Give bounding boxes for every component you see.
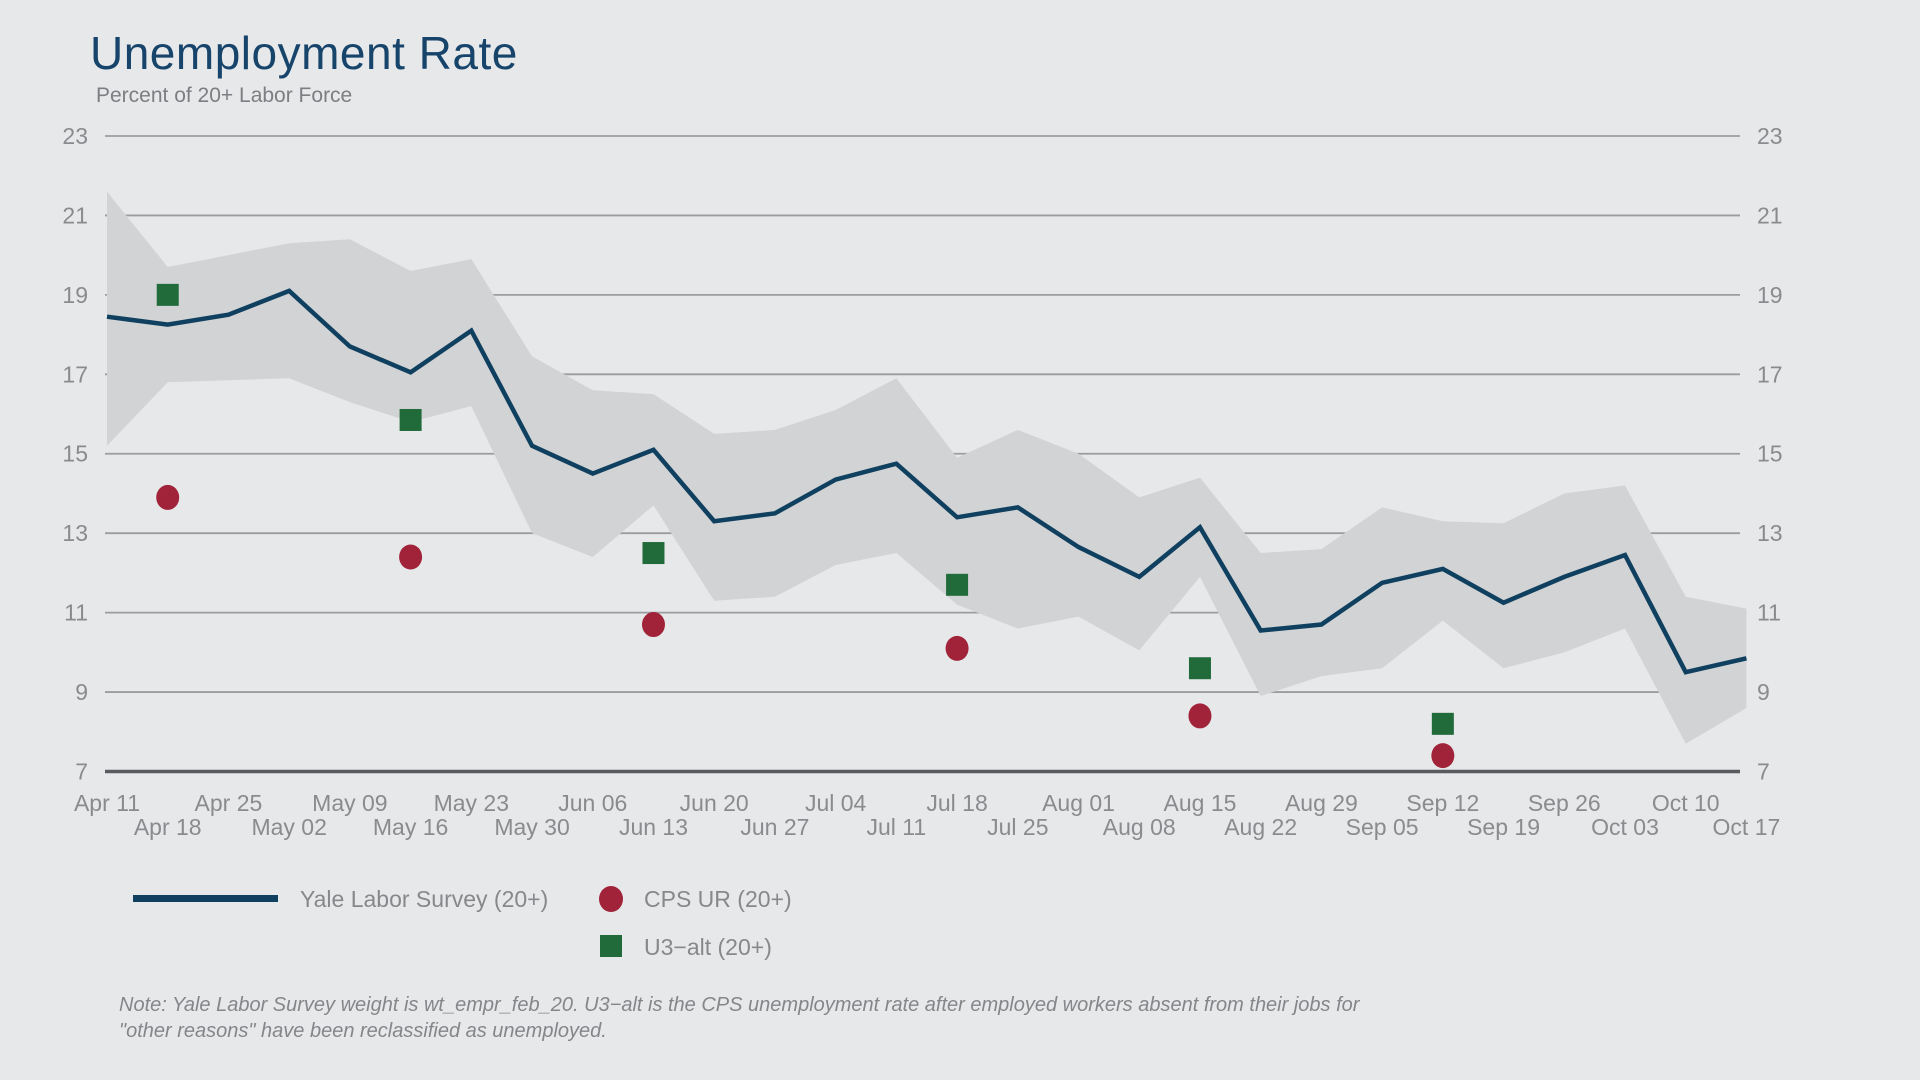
- chart-note-line2: "other reasons" have been reclassified a…: [119, 1020, 607, 1042]
- x-tick-Sep-05: Sep 05: [1346, 814, 1419, 840]
- cps-ur-point-Apr-18: [156, 484, 180, 510]
- u3alt-point-Jul-18: [946, 573, 969, 596]
- x-tick-Aug-29: Aug 29: [1285, 790, 1358, 816]
- y-tick-left-11: 11: [64, 600, 88, 626]
- x-tick-Jul-18: Jul 18: [926, 790, 987, 816]
- y-tick-left-17: 17: [62, 361, 88, 387]
- y-tick-right-21: 21: [1757, 202, 1783, 228]
- x-tick-Jun-06: Jun 06: [558, 790, 627, 816]
- chart-subtitle: Percent of 20+ Labor Force: [96, 84, 353, 107]
- x-tick-Apr-18: Apr 18: [134, 814, 202, 840]
- y-tick-right-15: 15: [1757, 441, 1783, 467]
- x-tick-Oct-03: Oct 03: [1591, 814, 1659, 840]
- x-tick-Sep-12: Sep 12: [1406, 790, 1479, 816]
- confidence-band: [107, 191, 1747, 744]
- y-tick-left-19: 19: [62, 282, 88, 308]
- y-tick-left-7: 7: [75, 759, 88, 785]
- yale-labor-survey-line: [106, 288, 1747, 675]
- cps-ur-point-Jun-13: [641, 612, 665, 638]
- y-tick-right-11: 11: [1757, 600, 1781, 626]
- x-tick-May-30: May 30: [494, 814, 569, 840]
- y-tick-right-23: 23: [1757, 123, 1783, 149]
- x-tick-Jun-13: Jun 13: [619, 814, 688, 840]
- u3alt-point-Apr-18: [156, 283, 179, 306]
- cps-ur-point-Jul-18: [945, 635, 969, 661]
- x-tick-May-23: May 23: [434, 790, 509, 816]
- y-tick-left-21: 21: [62, 202, 88, 228]
- x-tick-Oct-17: Oct 17: [1713, 814, 1781, 840]
- x-tick-Jun-27: Jun 27: [740, 814, 809, 840]
- y-tick-right-13: 13: [1757, 520, 1783, 546]
- cps-ur-point-Sep-12: [1431, 743, 1455, 769]
- y-tick-left-15: 15: [62, 441, 88, 467]
- x-tick-May-09: May 09: [312, 790, 387, 816]
- x-tick-Jun-20: Jun 20: [680, 790, 749, 816]
- y-tick-left-9: 9: [75, 679, 88, 705]
- chart-note: Note: Yale Labor Survey weight is wt_emp…: [119, 992, 1519, 1044]
- u3alt-point-May-16: [399, 408, 422, 431]
- u3alt-point-Sep-12: [1431, 712, 1454, 735]
- x-tick-Jul-04: Jul 04: [805, 790, 867, 816]
- x-tick-Aug-01: Aug 01: [1042, 790, 1115, 816]
- cps-ur-point-Aug-15: [1188, 703, 1212, 729]
- u3alt-point-Aug-15: [1188, 657, 1211, 680]
- x-tick-Aug-22: Aug 22: [1224, 814, 1297, 840]
- y-tick-left-23: 23: [62, 123, 88, 149]
- u3alt-point-Jun-13: [642, 542, 665, 565]
- x-tick-Oct-10: Oct 10: [1652, 790, 1720, 816]
- y-tick-left-13: 13: [62, 520, 88, 546]
- x-tick-Sep-26: Sep 26: [1528, 790, 1601, 816]
- x-tick-Sep-19: Sep 19: [1467, 814, 1540, 840]
- x-tick-Aug-15: Aug 15: [1164, 790, 1237, 816]
- x-tick-May-02: May 02: [251, 814, 326, 840]
- y-tick-right-7: 7: [1757, 759, 1770, 785]
- x-tick-Apr-11: Apr 11: [74, 790, 140, 816]
- cps-ur-point-May-16: [399, 544, 423, 570]
- x-tick-Jul-25: Jul 25: [987, 814, 1048, 840]
- x-tick-Aug-08: Aug 08: [1103, 814, 1176, 840]
- x-tick-May-16: May 16: [373, 814, 448, 840]
- chart-title: Unemployment Rate: [90, 27, 518, 79]
- x-tick-Jul-11: Jul 11: [867, 814, 927, 840]
- y-tick-right-19: 19: [1757, 282, 1783, 308]
- y-tick-right-9: 9: [1757, 679, 1770, 705]
- x-tick-Apr-25: Apr 25: [195, 790, 263, 816]
- y-tick-right-17: 17: [1757, 361, 1783, 387]
- chart-note-line1: Note: Yale Labor Survey weight is wt_emp…: [119, 994, 1360, 1016]
